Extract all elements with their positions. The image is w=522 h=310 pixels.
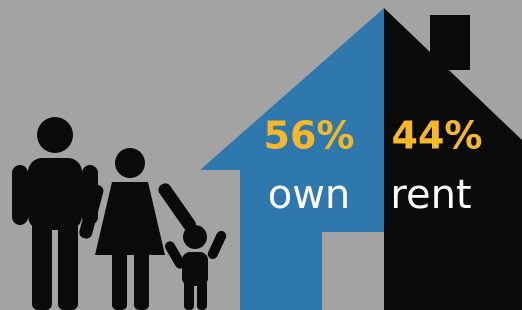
infographic: 56% own 44% rent bbox=[0, 0, 522, 310]
man-head bbox=[37, 117, 73, 153]
rent-label: rent bbox=[390, 172, 471, 218]
man-leg bbox=[32, 220, 52, 310]
woman-leg bbox=[112, 250, 127, 310]
man-body bbox=[28, 158, 82, 230]
door bbox=[322, 232, 384, 310]
rent-percent: 44% bbox=[392, 114, 483, 158]
woman-leg bbox=[134, 250, 149, 310]
child-leg bbox=[197, 280, 207, 310]
own-percent: 56% bbox=[264, 114, 355, 158]
own-label: own bbox=[268, 172, 351, 218]
man-leg bbox=[58, 220, 78, 310]
woman-head bbox=[115, 148, 145, 178]
man-arm bbox=[12, 165, 28, 225]
child-leg bbox=[184, 280, 194, 310]
child-head bbox=[183, 225, 207, 249]
